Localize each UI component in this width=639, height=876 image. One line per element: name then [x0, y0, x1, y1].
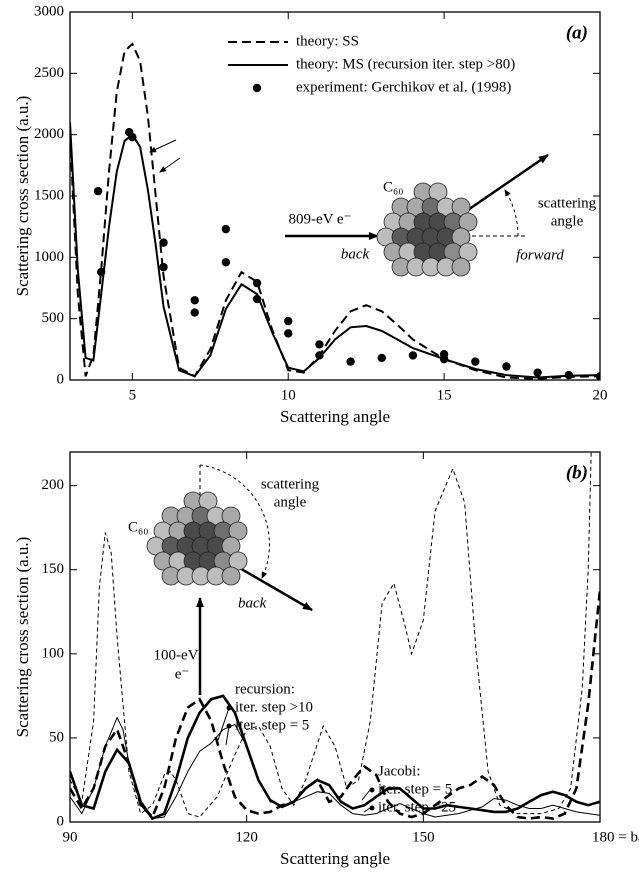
panel-label: (a)	[566, 22, 588, 43]
x-tick-label: 5	[129, 387, 137, 403]
annotation: 100-eV	[154, 647, 199, 663]
atom	[451, 257, 471, 277]
legend-label: theory: MS (recursion iter. step >80)	[296, 56, 515, 72]
legend-label: theory: SS	[296, 33, 359, 49]
panel-label: (b)	[566, 462, 588, 483]
data-point	[564, 370, 574, 380]
data-line	[70, 589, 600, 820]
y-tick-label: 0	[57, 813, 65, 829]
plot-frame	[69, 451, 601, 823]
y-tick-label: 1000	[34, 249, 64, 265]
y-tick-label: 50	[49, 729, 64, 745]
y-tick-label: 1500	[34, 187, 64, 203]
y-tick-label: 500	[42, 310, 65, 326]
x-tick-label: 150	[412, 829, 435, 845]
data-point	[346, 357, 355, 366]
x-axis-title: Scattering angle	[280, 849, 390, 868]
data-point	[408, 351, 418, 360]
annotation: angle	[274, 494, 307, 510]
plot-area	[70, 452, 600, 821]
annotation: angle	[551, 213, 584, 229]
legend-label: experiment: Gerchikov et al. (1998)	[296, 79, 511, 95]
legend-dot	[369, 787, 375, 793]
x-axis-title: Scattering angle	[280, 407, 390, 426]
annotation: C₆₀	[383, 179, 403, 195]
y-tick-label: 0	[57, 371, 65, 387]
annotation: C₆₀	[128, 519, 148, 535]
data-point	[221, 258, 231, 267]
y-tick-label: 2500	[34, 65, 64, 81]
data-point	[533, 368, 542, 377]
legend-label: iter. step = 5	[235, 717, 309, 733]
data-point	[128, 132, 137, 142]
y-tick-label: 200	[42, 477, 65, 493]
x-tick-label: 120	[235, 829, 258, 845]
y-tick-label: 150	[42, 561, 65, 577]
data-line	[70, 452, 592, 818]
legend-dot	[226, 705, 232, 711]
y-axis-title: Scattering cross section (a.u.)	[13, 96, 32, 297]
legend-group: Jacobi:	[378, 763, 421, 779]
annotation: 809-eV e⁻	[288, 211, 351, 227]
y-tick-label: 100	[42, 645, 65, 661]
data-line	[70, 122, 600, 379]
legend-swatch	[252, 83, 262, 93]
x-tick-label: 20	[593, 387, 608, 403]
data-point	[159, 262, 168, 272]
atom	[221, 566, 241, 586]
decorations	[149, 139, 549, 813]
plot-area	[70, 42, 600, 380]
y-tick-label: 3000	[34, 3, 64, 19]
c60-cluster	[146, 491, 248, 586]
annotation: scattering	[538, 195, 597, 211]
data-point	[221, 224, 231, 234]
legend-label: iter. step = 5	[378, 781, 452, 797]
annotation: back	[238, 595, 267, 611]
c60-cluster	[376, 182, 478, 277]
data-point	[315, 351, 324, 360]
data-point	[93, 186, 103, 196]
annotation: back	[341, 246, 370, 262]
data-line	[70, 42, 600, 380]
data-point	[284, 329, 293, 338]
data-point	[159, 238, 168, 247]
annotation: forward	[516, 247, 564, 263]
legend-dot	[369, 805, 375, 811]
data-line	[70, 716, 600, 820]
x-tick-label: 10	[281, 387, 296, 403]
data-point	[252, 278, 262, 288]
data-line	[70, 694, 600, 821]
x-tick-label: 180 = back	[592, 829, 639, 845]
y-axis-title: Scattering cross section (a.u.)	[13, 537, 32, 738]
data-point	[252, 294, 262, 304]
annotation: e⁻	[175, 666, 190, 682]
data-point	[439, 354, 449, 364]
legend-label: iter. step =25	[378, 799, 456, 815]
data-point	[595, 372, 600, 380]
x-tick-label: 90	[63, 829, 78, 845]
data-point	[502, 362, 511, 371]
annotation: scattering	[261, 476, 320, 492]
y-tick-label: 2000	[34, 126, 64, 142]
legend-group: recursion:	[235, 681, 295, 697]
legend-dot	[226, 723, 232, 729]
x-tick-label: 15	[437, 387, 452, 403]
data-point	[190, 308, 199, 317]
data-point	[284, 316, 293, 326]
data-point	[471, 357, 480, 366]
data-point	[96, 267, 106, 277]
legend: theory: SS theory: MS (recursion iter. st…	[228, 33, 515, 95]
legend-label: iter. step >10	[235, 699, 313, 715]
data-point	[377, 353, 386, 363]
data-point	[190, 296, 199, 305]
data-point	[315, 340, 324, 349]
